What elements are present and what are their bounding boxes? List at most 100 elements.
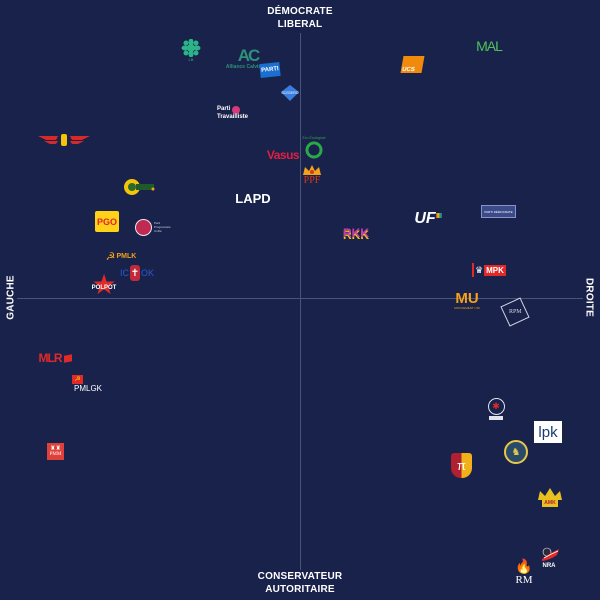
- party-winged-emblem[interactable]: [38, 132, 90, 148]
- party-alliance-calviniste[interactable]: AC Alliance Calviniste: [226, 44, 270, 72]
- mlr-label: MLR: [38, 351, 63, 365]
- ac-logo-subtitle: Alliance Calviniste: [225, 63, 271, 70]
- axis-label-top-line2: LIBERAL: [277, 19, 323, 30]
- hammer-sickle-icon: ☭: [105, 250, 116, 263]
- horizontal-axis: [17, 298, 583, 299]
- rose-icon: [232, 105, 241, 114]
- party-icok[interactable]: IC ✝ OK: [117, 264, 157, 282]
- party-pgo[interactable]: PGO: [95, 211, 119, 232]
- party-shield-emblem[interactable]: ✱: [486, 397, 506, 421]
- pmlgk-label: PMLGK: [74, 383, 103, 393]
- pmm-label: PMM: [49, 452, 62, 457]
- icok-right: OK: [140, 268, 154, 278]
- party-scedero[interactable]: SCEDERO: [280, 85, 300, 101]
- pgo-label: PGO: [96, 216, 117, 227]
- party-pmm[interactable]: ♜♜ PMM: [47, 443, 64, 460]
- pmlk-label: PMLK: [116, 252, 137, 260]
- axis-label-right: DROITE: [583, 278, 595, 317]
- wings-icon: [38, 134, 90, 146]
- flower-icon: [181, 38, 201, 57]
- party-nra[interactable]: NRA: [537, 546, 561, 570]
- ac-logo-text: AC: [237, 45, 261, 65]
- rose-circle-icon: [135, 218, 152, 236]
- castle-icon: ♜♜: [50, 446, 61, 452]
- party-circular-emblem[interactable]: ♞: [504, 440, 528, 464]
- star-circle-icon: ✱: [487, 398, 505, 415]
- emblem-base: [489, 416, 503, 420]
- vasus-label: Vasus: [266, 148, 300, 162]
- recycle-icon: [305, 141, 323, 158]
- party-parti-democrate[interactable]: PARTI DÉMOCRATE: [481, 205, 516, 218]
- sunflower-icon: [124, 179, 155, 195]
- party-mlr[interactable]: MLR: [37, 350, 73, 366]
- lb-label: LB: [188, 56, 194, 62]
- party-mpk[interactable]: ♛ MPK: [471, 263, 507, 277]
- party-parti-travailliste[interactable]: Parti Travailliste: [217, 104, 251, 122]
- party-eco-ecologiste[interactable]: Éco Écologiste: [302, 133, 326, 161]
- rm-label: RM: [515, 574, 533, 586]
- party-amk[interactable]: AMK: [537, 486, 563, 508]
- rpm-label: RPM: [508, 309, 522, 315]
- party-lb[interactable]: LB: [180, 38, 202, 62]
- party-pmlgk[interactable]: ☭ PMLGK: [72, 372, 106, 396]
- ppu-label: Parti Progressiste Unifié: [154, 221, 171, 233]
- crown-icon: [303, 164, 321, 175]
- axis-label-bottom-line2: AUTORITAIRE: [265, 584, 335, 595]
- axis-label-left: GAUCHE: [5, 275, 17, 320]
- flame-icon: 🔥: [515, 558, 533, 574]
- party-ppu[interactable]: Parti Progressiste Unifié: [135, 218, 175, 236]
- nra-label: NRA: [542, 562, 556, 569]
- eagle-icon: [542, 547, 559, 561]
- svg-text:SCEDERO: SCEDERO: [281, 91, 299, 95]
- pd-label: PARTI DÉMOCRATE: [484, 209, 513, 214]
- lapd-label: LAPD: [235, 190, 271, 206]
- vertical-axis: [300, 33, 301, 570]
- red-star-icon: ★: [91, 269, 117, 300]
- polpot-label: POLPOT: [91, 285, 117, 291]
- axis-label-bottom-line1: CONSERVATEUR: [257, 571, 343, 582]
- mpk-label: MPK: [484, 264, 506, 276]
- rkk-label: RKK: [343, 226, 369, 240]
- red-flag-icon: [63, 353, 72, 363]
- lpk-label: lpk: [538, 423, 558, 441]
- mu-label: MU: [455, 289, 479, 307]
- party-mu[interactable]: MU MOUVEMENT UNI: [451, 289, 483, 311]
- axis-label-top: DÉMOCRATE LIBERAL: [240, 5, 360, 31]
- eagle-icon: ♛: [475, 264, 484, 275]
- pt-line2: Travailliste: [217, 113, 249, 120]
- party-ucs[interactable]: UCS: [400, 56, 425, 73]
- party-polpot[interactable]: ★ POLPOT: [88, 269, 120, 300]
- party-uf[interactable]: UF: [413, 209, 443, 229]
- pt-line1: Parti: [217, 106, 231, 112]
- uf-label: UF: [414, 210, 436, 227]
- amk-label: AMK: [542, 499, 558, 507]
- pi-label: π: [457, 458, 466, 473]
- party-rpm[interactable]: RPM: [500, 297, 530, 327]
- party-rkk[interactable]: RKK: [340, 225, 372, 241]
- axis-label-top-line1: DÉMOCRATE: [267, 6, 333, 17]
- rainbow-flag-icon: [435, 212, 442, 218]
- party-sunflower[interactable]: [124, 177, 156, 197]
- diamond-icon: SCEDERO: [281, 85, 299, 101]
- party-lpk[interactable]: lpk: [534, 421, 562, 443]
- party-pmlk[interactable]: ☭ PMLK: [103, 249, 139, 263]
- mpk-bar: [472, 263, 475, 277]
- party-parti-box[interactable]: PARTI: [259, 61, 281, 79]
- parti-label: PARTI: [260, 66, 280, 74]
- icok-left: IC: [119, 268, 129, 278]
- ucs-label: UCS: [401, 67, 416, 73]
- orthodox-cross-icon: ✝: [129, 265, 140, 281]
- party-vasus[interactable]: Vasus: [266, 146, 300, 164]
- soviet-flag-icon: ☭: [72, 374, 83, 384]
- mal-label: MAL: [476, 38, 503, 54]
- party-rm[interactable]: 🔥 RM: [513, 555, 535, 589]
- eco-subtitle: Éco Écologiste: [302, 135, 326, 140]
- party-pi[interactable]: π: [451, 453, 472, 478]
- crown-icon: [538, 487, 562, 500]
- axis-label-bottom: CONSERVATEUR AUTORITAIRE: [230, 570, 370, 596]
- party-ppf[interactable]: PPF: [301, 163, 323, 187]
- figure-icon: ♞: [511, 446, 521, 458]
- party-lapd[interactable]: LAPD: [233, 189, 273, 207]
- party-mal[interactable]: MAL: [474, 38, 504, 54]
- mu-subtitle: MOUVEMENT UNI: [454, 305, 480, 310]
